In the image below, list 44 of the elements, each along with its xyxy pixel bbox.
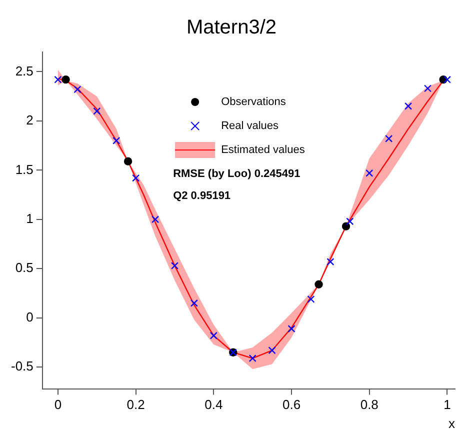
- point: [307, 295, 315, 303]
- point: [288, 324, 296, 333]
- point: [62, 75, 70, 84]
- chart-title: Matern3/2: [186, 16, 277, 39]
- point: [366, 169, 374, 177]
- point: [93, 107, 101, 115]
- y-tick-label: 1.5: [15, 162, 34, 177]
- point: [346, 218, 354, 226]
- point: [124, 157, 132, 166]
- point: [326, 258, 334, 266]
- y-tick-label: 2: [26, 112, 34, 128]
- y-tick-label: 0: [26, 309, 34, 324]
- point: [210, 332, 218, 340]
- x-tick-label: 0.2: [126, 397, 145, 412]
- point: [54, 76, 62, 84]
- legend-label: Estimated values: [221, 144, 306, 156]
- annotation: RMSE (by Loo) 0.245491: [173, 168, 300, 180]
- legend-label: Real values: [221, 120, 280, 132]
- point: [404, 102, 412, 110]
- point: [443, 76, 451, 84]
- y-tick-label: 1: [26, 210, 34, 226]
- legend-label: Observations: [221, 96, 286, 108]
- y-tick-label: 0.5: [15, 260, 34, 276]
- point: [314, 280, 323, 289]
- point: [424, 84, 432, 92]
- y-tick-label: -0.5: [10, 358, 34, 374]
- point: [170, 262, 179, 270]
- point: [190, 299, 198, 307]
- y-tick-label: 2.5: [15, 63, 34, 78]
- point: [152, 216, 160, 224]
- x-tick-label: 0.6: [282, 397, 301, 412]
- point: [342, 222, 350, 230]
- point: [248, 354, 256, 362]
- annotation: Q2 0.95191: [173, 190, 231, 202]
- point: [112, 136, 120, 144]
- point: [74, 86, 82, 94]
- point: [385, 134, 393, 142]
- x-tick-label: 0.8: [360, 397, 378, 412]
- x-tick-label: 0.4: [204, 397, 223, 412]
- x-tick-label: 0: [54, 397, 62, 412]
- point: [268, 346, 276, 354]
- point: [132, 174, 140, 182]
- x-axis-title: x: [448, 416, 456, 431]
- x-tick-label: 1: [444, 397, 451, 412]
